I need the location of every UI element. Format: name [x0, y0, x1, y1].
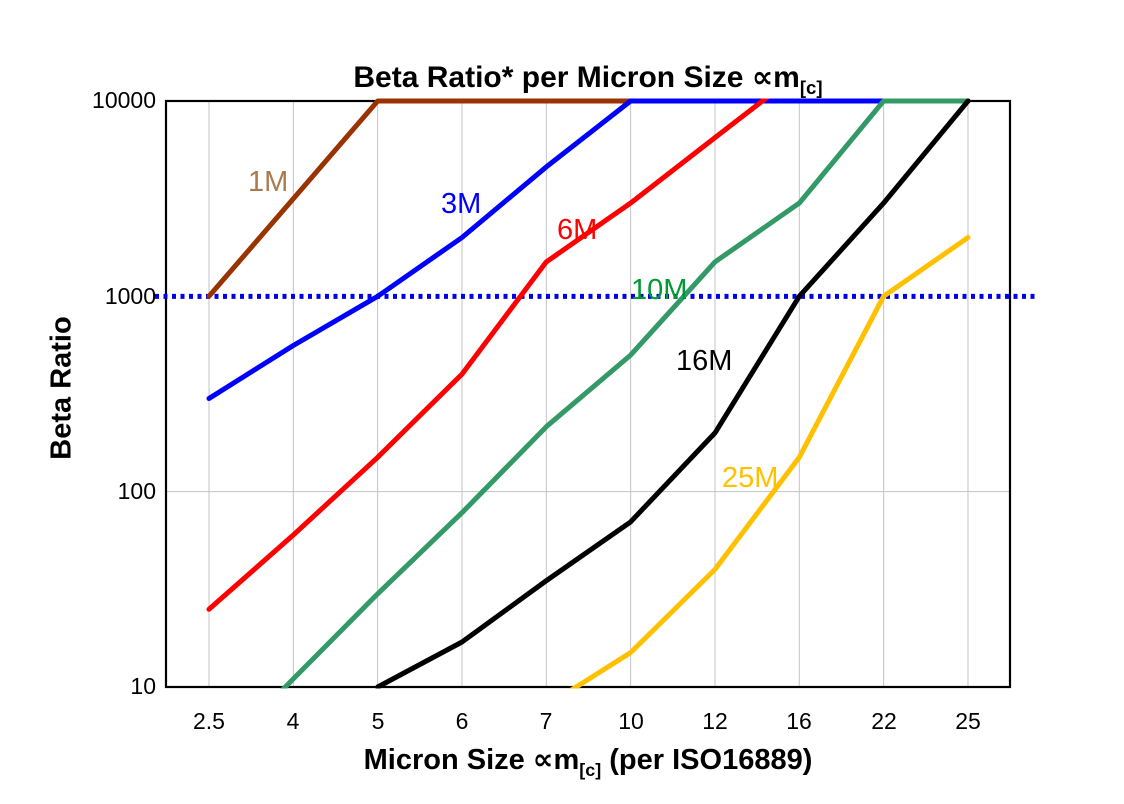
- x-tick-16: 16: [786, 708, 812, 734]
- x-tick-12: 12: [702, 708, 728, 734]
- x-tick-22: 22: [871, 708, 897, 734]
- y-tick-10000: 10000: [92, 87, 156, 113]
- x-axis-title: Micron Size ∝m[c] (per ISO16889): [166, 742, 1010, 781]
- series-label-16m: 16M: [676, 345, 733, 377]
- x-axis-title-suffix: (per ISO16889): [601, 744, 813, 776]
- x-tick-10: 10: [618, 708, 644, 734]
- y-axis-title: Beta Ratio: [45, 316, 78, 460]
- x-tick-6: 6: [455, 708, 469, 734]
- x-tick-7: 7: [539, 708, 553, 734]
- chart-title-subscript: [c]: [799, 77, 823, 98]
- y-tick-10: 10: [130, 673, 156, 699]
- x-tick-25: 25: [955, 708, 981, 734]
- y-tick-1000: 1000: [104, 283, 156, 309]
- series-label-10m: 10M: [631, 274, 688, 306]
- series-label-25m: 25M: [722, 462, 779, 494]
- series-label-6m: 6M: [557, 214, 598, 246]
- x-tick-4: 4: [286, 708, 300, 734]
- y-tick-100: 100: [117, 478, 156, 504]
- x-tick-5: 5: [371, 708, 385, 734]
- x-axis-title-subscript: [c]: [579, 759, 602, 780]
- x-tick-2-5: 2.5: [193, 708, 225, 734]
- series-label-3m: 3M: [441, 188, 482, 220]
- series-label-1m: 1M: [248, 166, 289, 198]
- chart-title: Beta Ratio* per Micron Size ∝m[c]: [166, 60, 1010, 99]
- x-axis-title-text: Micron Size ∝m: [363, 744, 580, 776]
- chart-title-text: Beta Ratio* per Micron Size ∝m: [353, 61, 800, 94]
